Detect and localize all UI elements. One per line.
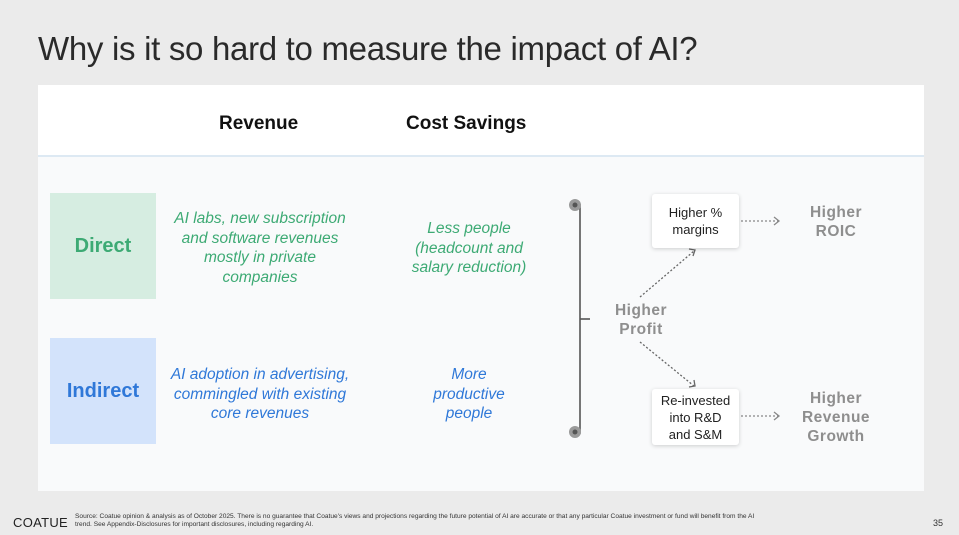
direct-cost-line: Less people	[427, 220, 511, 237]
coatue-logo: COATUE	[13, 515, 69, 530]
reinvested-card-line: and S&M	[668, 426, 723, 442]
arrow-to-margins	[639, 250, 695, 298]
indirect-revenue-line: core revenues	[210, 405, 310, 422]
direct-revenue-line: mostly in private	[204, 249, 316, 266]
roic-line: ROIC	[815, 223, 857, 240]
bracket-bottom-node-center	[572, 429, 578, 435]
indirect-cost-text: More productive people	[410, 365, 528, 424]
higher-profit-label: Higher Profit	[606, 301, 676, 339]
arrow-head-margins	[688, 248, 696, 257]
indirect-row-label: Indirect	[50, 338, 156, 444]
higher-margins-card: Higher % margins	[652, 194, 739, 248]
direct-cost-line: (headcount and	[415, 239, 523, 257]
growth-line: Growth	[807, 428, 865, 445]
reinvested-card-line: into R&D	[669, 409, 722, 425]
growth-line: Revenue	[801, 409, 871, 426]
higher-roic-label: Higher ROIC	[791, 203, 881, 241]
source-line: Source: Coatue opinion & analysis as of …	[75, 513, 755, 520]
direct-revenue-text: AI labs, new subscription and software r…	[160, 209, 360, 287]
bracket-line	[572, 204, 581, 434]
indirect-revenue-line: commingled with existing	[173, 385, 347, 403]
indirect-cost-line: More	[451, 366, 487, 383]
source-disclaimer: Source: Coatue opinion & analysis as of …	[75, 513, 910, 529]
source-line: trend. See Appendix-Disclosures for impo…	[75, 521, 314, 528]
indirect-revenue-line: AI adoption in advertising,	[170, 366, 350, 383]
direct-cost-line: salary reduction)	[411, 259, 527, 276]
arrow-head-growth	[773, 411, 781, 421]
indirect-cost-line: people	[445, 405, 493, 422]
roic-line: Higher	[809, 204, 863, 221]
direct-revenue-line: companies	[222, 268, 298, 286]
margins-card-line: margins	[672, 222, 719, 237]
indirect-revenue-text: AI adoption in advertising, commingled w…	[160, 365, 360, 424]
reinvested-card: Re-invested into R&D and S&M	[652, 389, 739, 445]
reinvested-card-line: Re-invested	[660, 392, 731, 408]
direct-cost-text: Less people (headcount and salary reduct…	[390, 219, 548, 278]
direct-revenue-line: AI labs, new subscription	[174, 210, 346, 227]
higher-revenue-growth-label: Higher Revenue Growth	[791, 389, 881, 446]
arrow-to-reinvested	[639, 341, 695, 387]
indirect-cost-line: productive	[433, 385, 505, 403]
page-number: 35	[933, 518, 944, 528]
margins-card-line: Higher %	[668, 205, 723, 220]
cost-savings-column-header: Cost Savings	[406, 113, 527, 134]
content-panel: Revenue Cost Savings Direct Indirect AI …	[38, 85, 924, 491]
column-header-band: Revenue Cost Savings	[38, 85, 924, 157]
flow-connectors	[569, 199, 781, 438]
higher-profit-line: Higher	[614, 302, 668, 319]
arrow-head-roic	[773, 216, 781, 226]
slide-title: Why is it so hard to measure the impact …	[38, 30, 698, 67]
bracket-top-node-center	[572, 202, 578, 208]
higher-profit-line: Profit	[619, 321, 663, 338]
revenue-column-header: Revenue	[219, 113, 299, 134]
direct-revenue-line: and software revenues	[181, 229, 339, 247]
direct-row-label: Direct	[50, 193, 156, 299]
arrow-head-reinvested	[688, 379, 696, 388]
growth-line: Higher	[809, 390, 863, 407]
